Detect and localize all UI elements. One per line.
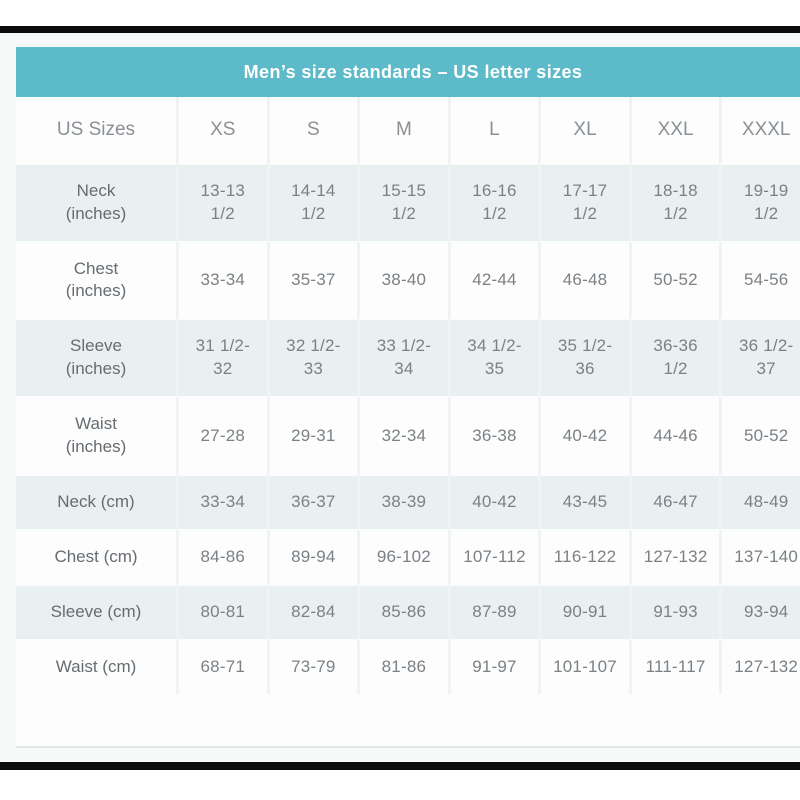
size-cell: 38-40 — [357, 240, 448, 319]
row-label: Waist (inches) — [16, 396, 176, 475]
size-cell: 29-31 — [266, 396, 358, 475]
table-row: Neck (cm) 33-34 36-37 38-39 40-42 43-45 46-47 4… — [16, 474, 800, 530]
table-row: Chest (cm) 84-86 89-94 96-102 107-112 116-122… — [16, 529, 800, 585]
size-cell: 31 1/2- 32 — [176, 318, 267, 397]
size-cell: 27-28 — [176, 396, 267, 475]
size-cell: 111-117 — [628, 638, 720, 694]
size-chart-card: Men’s size standards – US letter sizes U… — [16, 47, 800, 748]
row-label: Chest (cm) — [16, 529, 176, 585]
size-cell: 35-37 — [266, 240, 358, 319]
size-cell: 40-42 — [538, 396, 629, 475]
size-cell: 17-17 1/2 — [538, 162, 629, 241]
size-cell: 15-15 1/2 — [357, 162, 448, 241]
size-cell: 33-34 — [176, 474, 267, 530]
size-cell: 33-34 — [176, 240, 267, 319]
size-cell: 93-94 — [719, 584, 800, 639]
column-header-cell: M — [357, 97, 448, 163]
size-cell: 87-89 — [447, 584, 539, 639]
chart-title-bar: Men’s size standards – US letter sizes — [16, 47, 800, 97]
size-cell: 85-86 — [357, 584, 448, 639]
column-header-cell: XL — [538, 97, 629, 163]
table-row: Chest (inches) 33-34 35-37 38-40 42-44 46-48 5… — [16, 240, 800, 319]
size-cell: 42-44 — [447, 240, 539, 319]
column-header-cell: XS — [176, 97, 267, 163]
size-cell: 91-93 — [628, 584, 720, 639]
row-label: Neck (inches) — [16, 162, 176, 241]
size-cell: 16-16 1/2 — [447, 162, 539, 241]
size-cell: 13-13 1/2 — [176, 162, 267, 241]
size-cell: 54-56 — [719, 240, 800, 319]
size-cell: 89-94 — [266, 529, 358, 585]
size-table: US Sizes XS S M L XL XXL XXXL Neck (inches) 13-1… — [16, 97, 800, 694]
size-cell: 91-97 — [447, 638, 539, 694]
size-cell: 73-79 — [266, 638, 358, 694]
column-header-cell: L — [447, 97, 539, 163]
column-header-cell: S — [266, 97, 358, 163]
size-cell: 34 1/2- 35 — [447, 318, 539, 397]
column-header-cell: XXL — [628, 97, 720, 163]
column-header-cell: XXXL — [719, 97, 800, 163]
size-cell: 80-81 — [176, 584, 267, 639]
size-cell: 38-39 — [357, 474, 448, 530]
size-cell: 116-122 — [538, 529, 629, 585]
table-row: Waist (inches) 27-28 29-31 32-34 36-38 40-42 4… — [16, 396, 800, 475]
size-cell: 81-86 — [357, 638, 448, 694]
top-divider-rule — [0, 26, 800, 33]
size-cell: 84-86 — [176, 529, 267, 585]
size-cell: 18-18 1/2 — [628, 162, 720, 241]
table-row: Sleeve (cm) 80-81 82-84 85-86 87-89 90-91 91-9… — [16, 584, 800, 639]
size-cell: 14-14 1/2 — [266, 162, 358, 241]
size-cell: 96-102 — [357, 529, 448, 585]
size-cell: 40-42 — [447, 474, 539, 530]
size-table-body: Neck (inches) 13-13 1/2 14-14 1/2 15-15 1/2… — [16, 162, 800, 694]
corner-header-cell: US Sizes — [16, 97, 176, 163]
row-label: Sleeve (inches) — [16, 318, 176, 397]
size-cell: 32-34 — [357, 396, 448, 475]
size-cell: 50-52 — [628, 240, 720, 319]
row-label: Sleeve (cm) — [16, 584, 176, 639]
size-cell: 46-48 — [538, 240, 629, 319]
size-cell: 43-45 — [538, 474, 629, 530]
size-cell: 32 1/2- 33 — [266, 318, 358, 397]
size-cell: 127-132 — [719, 638, 800, 694]
size-cell: 90-91 — [538, 584, 629, 639]
size-cell: 82-84 — [266, 584, 358, 639]
size-cell: 107-112 — [447, 529, 539, 585]
chart-title: Men’s size standards – US letter sizes — [243, 61, 583, 82]
size-cell: 44-46 — [628, 396, 720, 475]
size-cell: 36-37 — [266, 474, 358, 530]
size-cell: 101-107 — [538, 638, 629, 694]
size-cell: 48-49 — [719, 474, 800, 530]
column-header-row: US Sizes XS S M L XL XXL XXXL — [16, 97, 800, 163]
bottom-divider-rule — [0, 762, 800, 770]
table-row: Waist (cm) 68-71 73-79 81-86 91-97 101-107 111… — [16, 638, 800, 694]
table-row: Sleeve (inches) 31 1/2- 32 32 1/2- 33 33 1/… — [16, 318, 800, 397]
row-label: Chest (inches) — [16, 240, 176, 319]
size-cell: 50-52 — [719, 396, 800, 475]
size-cell: 19-19 1/2 — [719, 162, 800, 241]
row-label: Neck (cm) — [16, 474, 176, 530]
size-cell: 68-71 — [176, 638, 267, 694]
size-cell: 127-132 — [628, 529, 720, 585]
card-footer-space — [16, 693, 800, 746]
size-cell: 36 1/2- 37 — [719, 318, 800, 397]
size-cell: 33 1/2- 34 — [357, 318, 448, 397]
size-cell: 35 1/2- 36 — [538, 318, 629, 397]
row-label: Waist (cm) — [16, 638, 176, 694]
size-cell: 36-38 — [447, 396, 539, 475]
table-row: Neck (inches) 13-13 1/2 14-14 1/2 15-15 1/2… — [16, 162, 800, 241]
size-cell: 137-140 — [719, 529, 800, 585]
size-cell: 46-47 — [628, 474, 720, 530]
size-cell: 36-36 1/2 — [628, 318, 720, 397]
